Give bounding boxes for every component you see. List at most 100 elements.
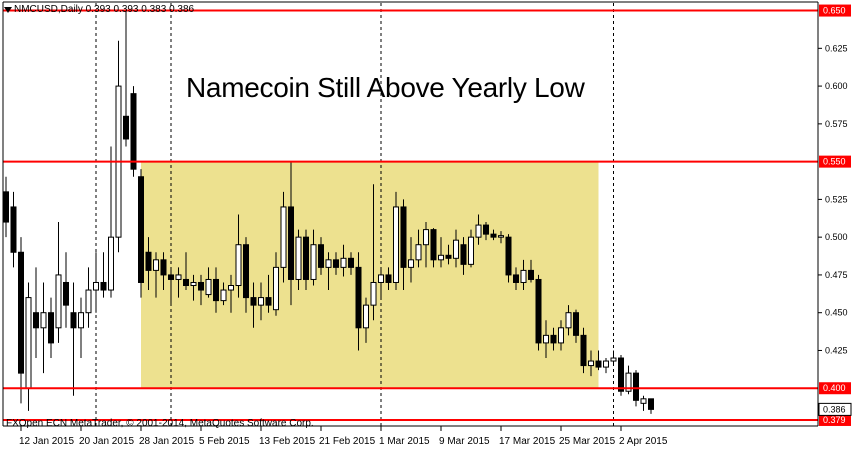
price-tick-label: 0.600: [825, 81, 848, 91]
time-tick-label: 20 Jan 2015: [79, 436, 134, 447]
candle-up: [295, 236, 302, 280]
candle-up: [610, 357, 617, 362]
candle-down: [198, 281, 204, 291]
candle-up: [273, 266, 279, 311]
candle-up: [423, 229, 429, 246]
price-tick-label: 0.450: [825, 308, 848, 318]
candle-up: [640, 398, 647, 404]
candle-up: [153, 259, 159, 271]
level-price-label: 0.650: [823, 6, 846, 16]
current-price-box: [818, 402, 852, 416]
symbol-info: NMCUSD,Daily 0.393 0.393 0.383 0.386: [14, 4, 195, 15]
candle-down: [355, 266, 362, 329]
candle-up: [85, 289, 92, 314]
time-tick-label: 2 Apr 2015: [619, 436, 668, 447]
time-tick-label: 25 Mar 2015: [559, 436, 616, 447]
candle-up: [588, 360, 594, 367]
candle-down: [400, 206, 407, 268]
candle-down: [348, 257, 354, 268]
candle-up: [55, 274, 62, 329]
candle-up: [408, 259, 414, 268]
candle-down: [63, 281, 69, 306]
candle-down: [580, 334, 587, 367]
candle-up: [393, 206, 399, 283]
level-price-box: [819, 155, 851, 168]
candle-down: [333, 259, 339, 268]
candle-down: [123, 115, 129, 140]
time-tick-label: 17 Mar 2015: [499, 436, 556, 447]
candle-up: [205, 278, 212, 296]
time-tick-label: 12 Jan 2015: [19, 436, 74, 447]
candle-down: [48, 312, 54, 344]
candle-down: [633, 372, 639, 401]
candle-up: [310, 244, 317, 280]
level-price-box: [819, 382, 851, 395]
candle-down: [430, 229, 437, 261]
candle-up: [378, 274, 384, 283]
candle-down: [490, 233, 497, 238]
candle-up: [565, 312, 572, 329]
candle-up: [603, 360, 609, 368]
price-tick-label: 0.425: [825, 345, 848, 355]
candle-up: [438, 254, 444, 261]
candle-down: [213, 278, 219, 302]
candle-up: [40, 312, 47, 329]
time-tick-label: 9 Mar 2015: [439, 436, 490, 447]
candle-down: [168, 274, 174, 280]
price-tick-label: 0.475: [825, 270, 848, 280]
copyright-notice: FXOpen ECN MetaTrader, © 2001-2014, Meta…: [6, 418, 314, 429]
candle-up: [108, 236, 114, 291]
candle-down: [505, 236, 512, 276]
candle-up: [340, 257, 347, 268]
price-tick-label: 0.575: [825, 119, 848, 129]
candle-down: [528, 269, 534, 280]
candle-up: [475, 224, 482, 238]
candle-down: [130, 93, 137, 170]
candle-up: [235, 244, 242, 287]
candle-up: [93, 281, 99, 291]
chart-headline: Namecoin Still Above Yearly Low: [186, 72, 585, 103]
candle-down: [18, 251, 24, 374]
level-price-box: [819, 413, 851, 426]
candle-down: [160, 259, 167, 276]
candle-down: [535, 278, 542, 344]
candle-up: [228, 285, 234, 291]
level-price-label: 0.550: [823, 157, 846, 167]
candle-down: [595, 360, 602, 368]
candles-layer: [3, 10, 654, 414]
candle-down: [265, 297, 272, 306]
candle-down: [70, 312, 77, 329]
current-price-label: 0.386: [823, 404, 846, 414]
candle-down: [318, 244, 324, 268]
time-axis: 12 Jan 2015 20 Jan 2015 28 Jan 2015 5 Feb 2…: [19, 426, 668, 447]
candle-up: [543, 334, 549, 344]
time-tick-label: 28 Jan 2015: [139, 436, 194, 447]
candle-up: [363, 304, 369, 329]
candle-down: [100, 281, 107, 291]
candle-down: [3, 191, 9, 223]
chart-menu-icon[interactable]: [4, 7, 12, 13]
price-tick-label: 0.625: [825, 43, 848, 53]
candle-up: [520, 269, 527, 283]
level-price-label: 0.379: [823, 415, 846, 425]
candle-down: [145, 251, 152, 271]
candle-down: [243, 244, 249, 299]
candle-down: [10, 206, 17, 253]
candle-up: [190, 281, 197, 287]
candle-down: [445, 254, 452, 259]
candle-up: [558, 327, 564, 344]
candle-up: [280, 206, 287, 268]
candle-up: [625, 372, 632, 392]
candle-down: [385, 274, 392, 283]
candle-down: [573, 312, 579, 336]
price-tick-label: 0.525: [825, 194, 848, 204]
candle-up: [453, 239, 459, 259]
candle-up: [370, 281, 377, 306]
candle-up: [25, 297, 32, 389]
candle-down: [288, 206, 294, 280]
candle-up: [220, 289, 227, 302]
candle-up: [175, 274, 182, 280]
candle-up: [78, 312, 84, 329]
